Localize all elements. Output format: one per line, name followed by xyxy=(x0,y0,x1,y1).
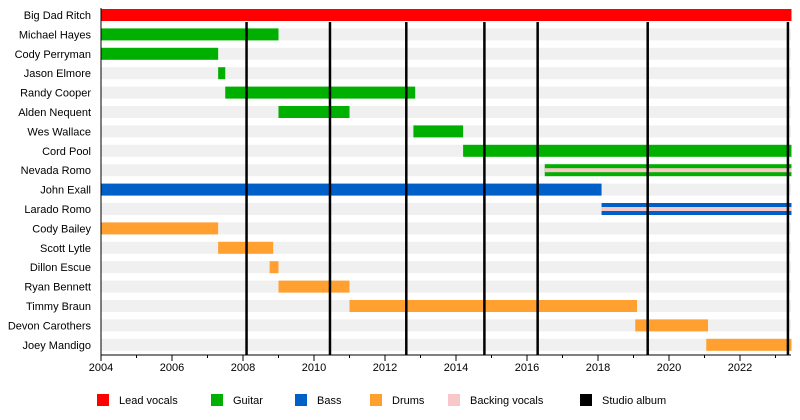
member-bar xyxy=(225,86,416,99)
x-tick-label: 2022 xyxy=(728,362,752,374)
member-bar-secondary xyxy=(544,168,792,173)
member-bar xyxy=(635,319,709,332)
member-label: Big Dad Ritch xyxy=(24,10,91,22)
member-label: Dillon Escue xyxy=(30,262,91,274)
member-bar xyxy=(413,125,464,138)
member-label: Randy Cooper xyxy=(20,88,91,100)
member-label: Larado Romo xyxy=(24,204,91,216)
member-label: Joey Mandigo xyxy=(23,340,92,352)
member-label: Cody Perryman xyxy=(15,49,91,61)
row-background xyxy=(101,67,791,80)
legend-label-guitar: Guitar xyxy=(233,395,263,407)
x-tick-label: 2014 xyxy=(444,362,468,374)
member-label: Wes Wallace xyxy=(27,126,91,138)
x-tick-label: 2004 xyxy=(89,362,113,374)
x-tick-label: 2008 xyxy=(231,362,255,374)
row-background xyxy=(101,319,791,332)
member-bar xyxy=(101,183,602,196)
legend-label-backing: Backing vocals xyxy=(470,395,544,407)
legend-label-album: Studio album xyxy=(602,395,666,407)
member-bar xyxy=(278,280,350,293)
member-bar xyxy=(706,338,792,351)
row-background xyxy=(101,86,791,99)
member-bar xyxy=(101,222,219,235)
legend-swatch-bass xyxy=(295,394,307,406)
member-label: Cord Pool xyxy=(42,146,91,158)
x-tick-label: 2006 xyxy=(160,362,184,374)
row-background xyxy=(101,338,791,351)
x-tick-label: 2010 xyxy=(302,362,326,374)
x-tick-label: 2020 xyxy=(657,362,681,374)
member-bar xyxy=(101,9,792,21)
legend-swatch-album xyxy=(580,394,592,406)
member-label: Devon Carothers xyxy=(8,320,92,332)
member-bar xyxy=(349,300,638,312)
member-bar xyxy=(218,67,226,80)
member-label: Michael Hayes xyxy=(19,29,92,41)
member-label: Cody Bailey xyxy=(32,223,91,235)
member-bar xyxy=(101,47,219,60)
member-bar xyxy=(278,106,350,118)
member-label: Scott Lytle xyxy=(40,243,91,255)
row-background xyxy=(101,241,791,254)
legend-swatch-backing xyxy=(448,394,460,406)
member-bar xyxy=(463,144,792,157)
member-label: John Exall xyxy=(40,185,91,197)
legend-swatch-lead xyxy=(97,394,109,406)
x-tick-label: 2018 xyxy=(586,362,610,374)
member-bar-secondary xyxy=(601,207,792,211)
row-background xyxy=(101,106,791,118)
member-label: Ryan Bennett xyxy=(24,282,91,294)
x-tick-label: 2012 xyxy=(373,362,397,374)
row-background xyxy=(101,261,791,274)
member-bar xyxy=(269,261,279,274)
x-tick-label: 2016 xyxy=(515,362,539,374)
row-background xyxy=(101,280,791,293)
legend-swatch-guitar xyxy=(211,394,223,406)
member-label: Jason Elmore xyxy=(24,68,91,80)
member-label: Nevada Romo xyxy=(21,165,91,177)
legend-swatch-drums xyxy=(370,394,382,406)
row-background xyxy=(101,222,791,235)
member-label: Timmy Braun xyxy=(26,301,91,313)
member-bar xyxy=(101,28,279,41)
legend-label-bass: Bass xyxy=(317,395,342,407)
legend-label-drums: Drums xyxy=(392,395,425,407)
member-label: Alden Nequent xyxy=(18,107,91,119)
legend-label-lead: Lead vocals xyxy=(119,395,178,407)
row-background xyxy=(101,47,791,60)
